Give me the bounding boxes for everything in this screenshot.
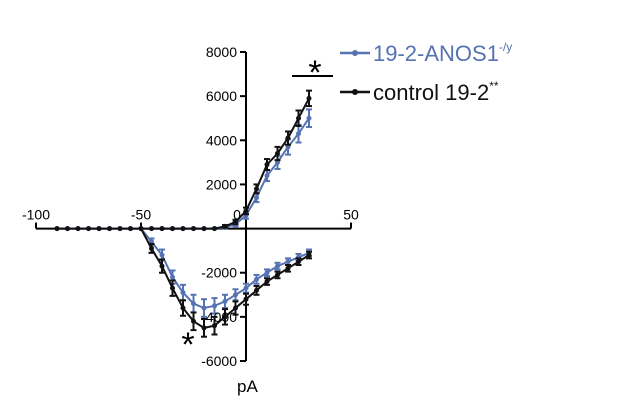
series-line [57, 117, 310, 230]
data-point [275, 272, 280, 278]
data-point [222, 298, 228, 304]
data-point [264, 173, 270, 179]
data-point [201, 325, 207, 331]
data-point [296, 259, 301, 265]
data-point [254, 186, 259, 192]
legend-item-anos1: 19-2-ANOS1-/y [340, 40, 512, 66]
y-tick-label: -6000 [201, 353, 237, 369]
data-point [306, 115, 312, 121]
data-point [222, 223, 228, 229]
data-point [212, 226, 217, 232]
data-point [191, 301, 196, 307]
x-tick-label: 50 [343, 207, 359, 223]
data-point [243, 296, 249, 302]
y-tick-label: 2000 [206, 176, 237, 192]
data-point [201, 226, 207, 232]
x-tick-label: -50 [131, 207, 151, 223]
data-point [159, 263, 165, 269]
data-point [107, 226, 112, 232]
series-line [57, 97, 310, 230]
x-tick-label: 0 [233, 207, 241, 223]
series-1 [54, 89, 312, 232]
data-point [96, 226, 102, 232]
data-point [243, 285, 249, 291]
data-point [138, 226, 144, 232]
data-point [243, 208, 249, 214]
data-point [296, 115, 301, 121]
data-point [180, 226, 186, 232]
data-point [254, 195, 259, 201]
data-point [296, 131, 301, 137]
significance-marker-lower: * [181, 326, 194, 364]
data-point [264, 279, 270, 285]
data-point [191, 226, 196, 232]
y-tick-label: 4000 [206, 132, 237, 148]
series-0 [54, 108, 312, 232]
data-point [233, 305, 238, 311]
y-tick-label: 8000 [206, 44, 237, 60]
data-point [86, 226, 91, 232]
data-point [117, 226, 123, 232]
data-point [170, 274, 175, 280]
data-point [264, 162, 270, 168]
legend: 19-2-ANOS1-/y control 19-2** [340, 40, 512, 105]
data-point [201, 305, 207, 311]
y-tick-label: 6000 [206, 88, 237, 104]
data-point [285, 259, 291, 265]
data-point [180, 290, 186, 296]
significance-marker-upper: * [308, 54, 321, 92]
data-point [275, 263, 280, 269]
data-point [159, 252, 165, 258]
legend-marker-control [352, 89, 358, 95]
data-point [285, 265, 291, 271]
series-3 [138, 226, 312, 338]
data-point [275, 151, 280, 157]
tick-labels: -100 -50 0 50 -6000 -4000 -2000 2000 4000 6000 800… [22, 44, 359, 369]
data-point [54, 226, 60, 232]
y-tick-label: -2000 [201, 265, 237, 281]
legend-marker-anos1 [352, 50, 358, 56]
data-point [65, 226, 70, 232]
data-point [285, 135, 291, 141]
data-point [159, 226, 165, 232]
data-point [233, 219, 238, 225]
data-point [170, 226, 175, 232]
data-point [191, 318, 196, 324]
data-point [306, 252, 312, 258]
data-point [149, 245, 154, 251]
data-point [306, 95, 312, 101]
data-point [254, 276, 259, 282]
legend-label-anos1: 19-2-ANOS1-/y [373, 40, 512, 66]
data-point [180, 305, 186, 311]
data-point [128, 226, 133, 232]
data-point [149, 226, 154, 232]
data-point [170, 285, 175, 291]
series-layer [54, 89, 312, 338]
data-point [233, 292, 238, 298]
data-point [75, 226, 81, 232]
data-point [264, 270, 270, 276]
data-point [254, 287, 259, 293]
legend-item-control: control 19-2** [340, 79, 499, 105]
y-axis-label: pA [237, 377, 258, 396]
data-point [212, 303, 217, 309]
legend-label-control: control 19-2** [373, 79, 499, 105]
x-tick-label: -100 [22, 207, 50, 223]
data-point [212, 323, 217, 329]
data-point [222, 314, 228, 320]
y-tick-label: -4000 [201, 309, 237, 325]
